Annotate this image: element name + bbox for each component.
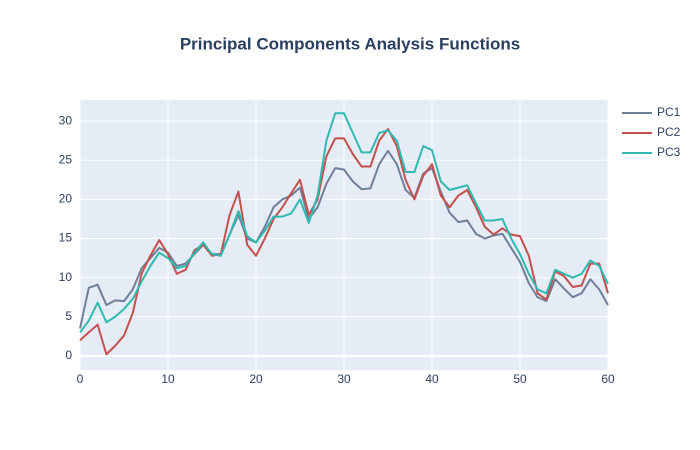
chart-title: Principal Components Analysis Functions [180,34,520,53]
legend-label: PC3 [657,145,681,159]
line [79,112,609,334]
y-tick-label: 0 [65,348,72,362]
y-tick-label: 25 [59,152,73,166]
y-tick-label: 5 [65,309,72,323]
x-tick-label: 40 [425,372,439,386]
y-tick-label: 20 [59,192,73,206]
x-tick-label: 10 [161,372,175,386]
y-tick-label: 15 [59,231,73,245]
line [79,127,609,356]
y-tick-label: 30 [59,113,73,127]
y-tick-label: 10 [59,270,73,284]
x-tick-label: 0 [77,372,84,386]
legend-label: PC1 [657,105,681,119]
x-tick-label: 30 [337,372,351,386]
legend-label: PC2 [657,125,681,139]
x-tick-label: 50 [513,372,527,386]
x-tick-label: 20 [249,372,263,386]
x-tick-label: 60 [601,372,615,386]
